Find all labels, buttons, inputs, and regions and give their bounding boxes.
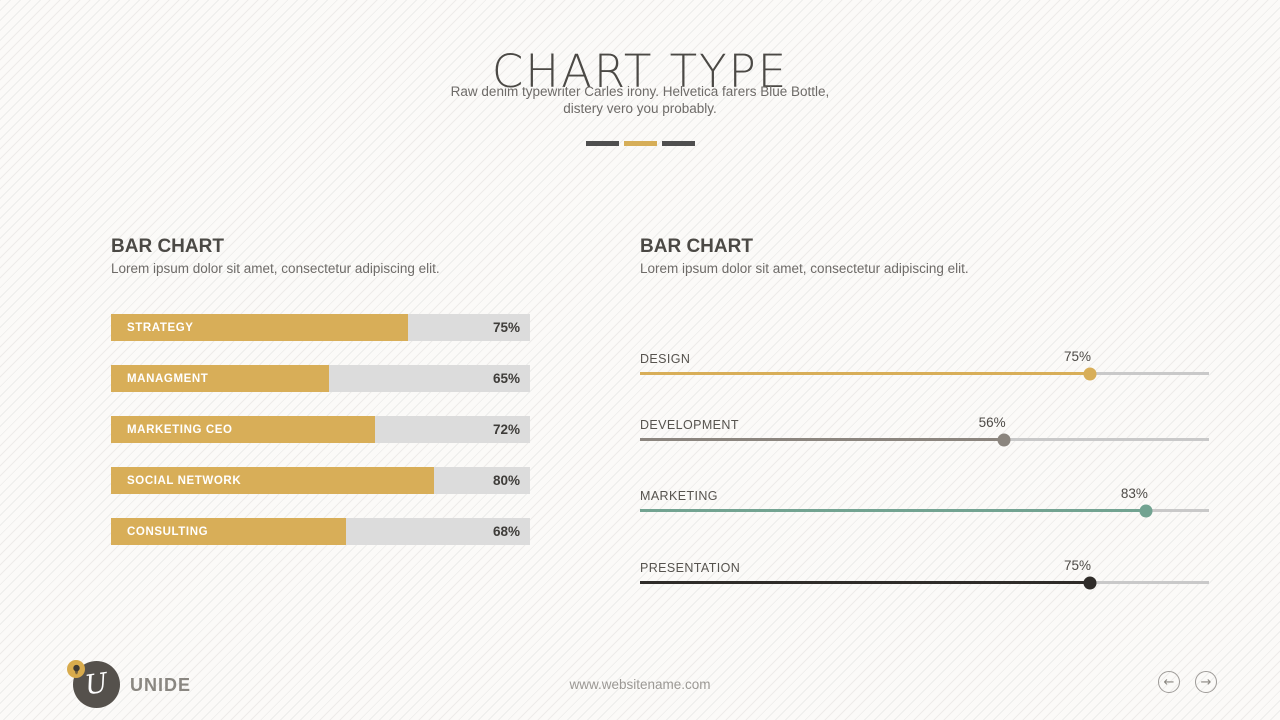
bar-track: STRATEGY 75% [111,314,530,341]
bar-label: MANAGMENT [127,372,209,385]
slider-fill [640,372,1090,375]
slider-value: 75% [1063,558,1092,573]
slider-fill [640,509,1147,512]
slider-handle[interactable] [1139,504,1153,517]
bar-value: 75% [492,320,520,335]
slider-head: DEVELOPMENT 56% [640,415,1209,438]
divider-dash [585,141,619,146]
slider-label: PRESENTATION [640,561,741,575]
slider-fill [640,438,1005,441]
bar-row: STRATEGY 75% [111,314,530,341]
slider-value: 83% [1120,486,1148,501]
bar-track: CONSULTING 68% [111,518,530,545]
bar-value: 65% [492,371,520,386]
slider-head: DESIGN 75% [640,349,1209,372]
slider-label: MARKETING [640,489,718,503]
slider-track [640,367,1209,380]
logo-badge [67,660,85,678]
slider-fill [640,581,1090,584]
bar-track: MARKETING CEO 72% [111,416,530,443]
slider-handle[interactable] [1083,576,1096,589]
left-chart-description: Lorem ipsum dolor sit amet, consectetur … [111,261,440,276]
bar-label: SOCIAL NETWORK [127,474,242,487]
bar-fill: CONSULTING [111,518,346,545]
bar-chart-left: BAR CHART Lorem ipsum dolor sit amet, co… [111,236,530,569]
lightbulb-icon [71,664,82,675]
bar-value: 68% [492,524,520,539]
arrow-right-icon: → [1200,674,1212,690]
slider-head: PRESENTATION 75% [640,558,1209,581]
left-chart-heading: BAR CHART [111,236,224,257]
prev-slide-button[interactable]: ← [1158,671,1180,693]
slider-track [640,433,1209,446]
divider-dash [661,141,695,146]
website-url: www.websitename.com [569,677,711,692]
bar-value: 80% [492,473,520,488]
arrow-left-icon: ← [1163,674,1175,690]
slider-track [640,576,1209,589]
slider-row: DEVELOPMENT 56% [640,415,1209,458]
right-chart-description: Lorem ipsum dolor sit amet, consectetur … [640,261,969,276]
bar-row: MANAGMENT 65% [111,365,530,392]
bar-row: MARKETING CEO 72% [111,416,530,443]
bar-fill: MANAGMENT [111,365,329,392]
divider-dash [623,141,657,146]
slider-label: DEVELOPMENT [640,418,739,432]
slider-row: DESIGN 75% [640,349,1209,392]
slider-handle[interactable] [1083,367,1096,380]
next-slide-button[interactable]: → [1195,671,1217,693]
brand-name: UNIDE [130,675,192,695]
bar-value: 72% [492,422,520,437]
slider-value: 56% [978,415,1006,430]
bar-fill: STRATEGY [111,314,409,341]
slider-row: PRESENTATION 75% [640,558,1209,601]
slider-row: MARKETING 83% [640,486,1209,529]
slider-track [640,504,1209,517]
slider-head: MARKETING 83% [640,486,1209,509]
bar-track: MANAGMENT 65% [111,365,530,392]
title-divider [0,141,1280,146]
bar-list: STRATEGY 75% MANAGMENT 65% MARKETING CEO [111,314,530,545]
slider-label: DESIGN [640,352,691,366]
bar-fill: MARKETING CEO [111,416,375,443]
bar-label: CONSULTING [127,525,209,538]
bar-row: CONSULTING 68% [111,518,530,545]
page-title: CHART TYPE [491,45,789,99]
bar-fill: SOCIAL NETWORK [111,467,434,494]
bar-chart-right: BAR CHART Lorem ipsum dolor sit amet, co… [640,236,1209,589]
subtitle-line-2: distery vero you probably. [563,100,717,116]
slider-value: 75% [1063,349,1092,364]
slider-handle[interactable] [997,433,1011,446]
bar-label: MARKETING CEO [127,423,233,436]
page-subtitle: Raw denim typewriter Carles irony. Helve… [0,84,1280,117]
bar-track: SOCIAL NETWORK 80% [111,467,530,494]
right-chart-heading: BAR CHART [640,236,753,257]
bar-row: SOCIAL NETWORK 80% [111,467,530,494]
subtitle-line-1: Raw denim typewriter Carles irony. Helve… [450,84,830,99]
bar-label: STRATEGY [127,321,194,334]
